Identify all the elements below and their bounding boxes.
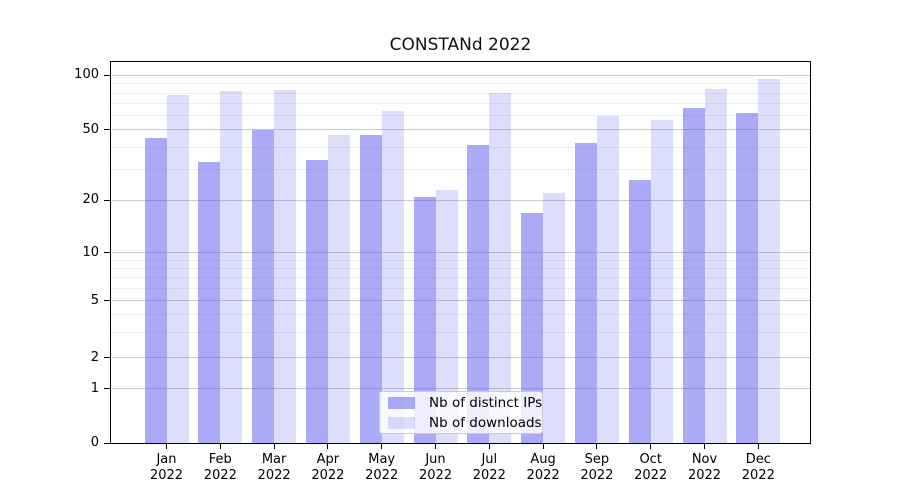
x-tick-label-mar: Mar 2022	[257, 452, 291, 483]
y-tick-label: 20	[82, 192, 99, 208]
bar-distinct-ips-apr	[305, 159, 328, 443]
minor-gridline	[111, 115, 810, 117]
y-tick-mark	[104, 442, 110, 444]
bar-downloads-jul	[489, 93, 512, 443]
x-tick-label-dec: Dec 2022	[741, 452, 775, 483]
x-tick-label-nov: Nov 2022	[687, 452, 722, 483]
bar-downloads-aug	[543, 192, 566, 443]
bar-downloads-feb	[220, 91, 243, 443]
bar-distinct-ips-aug	[521, 212, 544, 443]
bar-distinct-ips-nov	[682, 108, 705, 443]
x-tick-label-oct: Oct 2022	[634, 452, 668, 483]
minor-gridline	[111, 83, 810, 85]
bar-distinct-ips-dec	[736, 113, 759, 443]
x-tick-mark	[166, 444, 167, 449]
legend-label: Nb of downloads	[429, 414, 542, 431]
x-tick-mark	[435, 444, 436, 449]
legend-label: Nb of distinct IPs	[429, 394, 543, 411]
x-tick-mark	[381, 444, 383, 449]
minor-gridline	[111, 276, 810, 278]
x-tick-label-may: May 2022	[365, 452, 399, 483]
x-tick-label-feb: Feb 2022	[203, 452, 237, 483]
y-tick-mark	[104, 357, 110, 359]
major-gridline	[111, 74, 810, 76]
minor-gridline	[111, 92, 810, 94]
y-tick-label: 100	[74, 67, 99, 83]
legend: Nb of distinct IPs Nb of downloads	[379, 391, 543, 434]
major-gridline	[111, 388, 810, 390]
x-tick-mark	[327, 444, 329, 449]
y-tick-label: 1	[90, 380, 99, 396]
bar-distinct-ips-sep	[574, 143, 597, 443]
minor-gridline	[111, 267, 810, 269]
chart-title: CONSTANd 2022	[389, 35, 532, 55]
bar-downloads-jun	[435, 189, 458, 443]
y-tick-mark	[104, 129, 110, 131]
bar-distinct-ips-mar	[252, 129, 275, 443]
major-gridline	[111, 199, 810, 201]
bar-downloads-sep	[596, 115, 619, 443]
bar-downloads-jan	[166, 95, 189, 443]
x-tick-mark	[542, 444, 544, 449]
y-tick-mark	[104, 199, 110, 201]
bar-downloads-apr	[327, 134, 350, 443]
y-tick-mark	[104, 300, 110, 302]
bar-downloads-dec	[758, 78, 781, 443]
legend-item-downloads: Nb of downloads	[388, 415, 542, 431]
bar-distinct-ips-oct	[628, 180, 651, 443]
bar-distinct-ips-jan	[144, 138, 167, 443]
x-tick-label-jul: Jul 2022	[472, 452, 506, 483]
bar-distinct-ips-jul	[467, 145, 490, 443]
x-tick-mark	[704, 444, 705, 449]
y-tick-label: 2	[90, 349, 99, 365]
bar-downloads-mar	[274, 90, 297, 443]
minor-gridline	[111, 314, 810, 316]
x-tick-label-jun: Jun 2022	[418, 452, 453, 483]
legend-item-distinct-ips: Nb of distinct IPs	[388, 395, 542, 411]
x-tick-mark	[273, 444, 275, 449]
y-tick-label: 0	[90, 435, 99, 450]
y-tick-label: 5	[90, 292, 99, 308]
minor-gridline	[111, 332, 810, 333]
bar-distinct-ips-may	[359, 134, 382, 443]
x-tick-mark	[488, 444, 490, 449]
minor-gridline	[111, 259, 810, 261]
x-tick-label-sep: Sep 2022	[580, 452, 614, 483]
bar-distinct-ips-jun	[413, 196, 436, 443]
y-tick-mark	[104, 388, 110, 390]
y-tick-label: 50	[82, 121, 99, 137]
x-tick-label-apr: Apr 2022	[311, 452, 345, 483]
minor-gridline	[111, 168, 810, 170]
x-tick-label-jan: Jan 2022	[149, 452, 184, 483]
major-gridline	[111, 252, 810, 254]
legend-swatch-distinct-ips	[388, 396, 415, 409]
legend-swatch-downloads	[388, 416, 415, 429]
minor-gridline	[111, 146, 810, 148]
plot-area	[110, 61, 811, 444]
y-tick-mark	[104, 74, 110, 76]
major-gridline	[111, 357, 810, 359]
x-tick-mark	[650, 444, 652, 449]
x-tick-label-aug: Aug 2022	[526, 452, 560, 483]
x-tick-mark	[219, 444, 221, 449]
bar-downloads-nov	[704, 89, 727, 443]
y-tick-label: 10	[82, 244, 99, 260]
x-tick-mark	[596, 444, 598, 449]
bar-downloads-oct	[650, 119, 673, 443]
major-gridline	[111, 129, 810, 131]
minor-gridline	[111, 287, 810, 289]
bar-distinct-ips-feb	[198, 161, 221, 443]
bar-downloads-may	[381, 110, 404, 443]
major-gridline	[111, 300, 810, 302]
minor-gridline	[111, 103, 810, 104]
y-tick-mark	[104, 252, 110, 254]
x-tick-mark	[757, 444, 759, 449]
